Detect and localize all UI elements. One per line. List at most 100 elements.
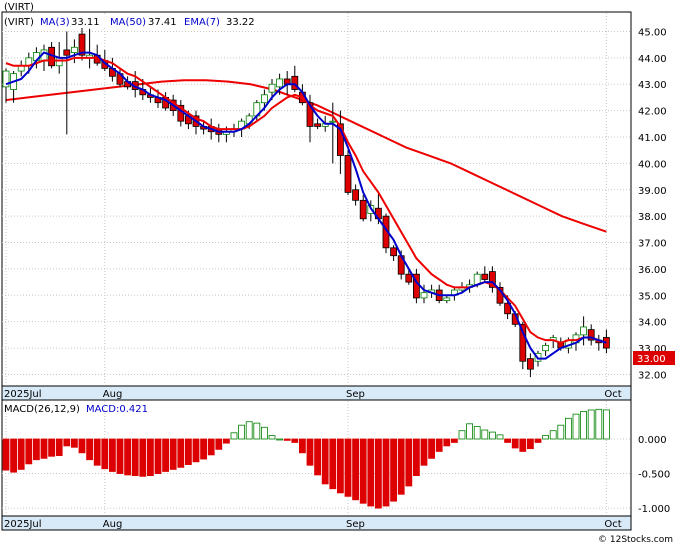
macd-bar xyxy=(336,438,344,494)
macd-bar xyxy=(48,438,55,457)
candle-body xyxy=(344,155,352,193)
macd-bar xyxy=(595,408,603,440)
macd-bar xyxy=(177,438,185,468)
macd-bar xyxy=(298,438,306,454)
macd-marks xyxy=(2,408,610,509)
candle-body xyxy=(78,33,86,56)
macd-bar xyxy=(435,438,443,452)
macd-bar xyxy=(40,438,48,459)
candle-body xyxy=(481,273,489,280)
macd-bar xyxy=(184,438,192,465)
macd-bar xyxy=(10,438,18,473)
price-date-band xyxy=(1,385,632,401)
legend-ticker: (VIRT) xyxy=(4,17,34,28)
candle-body xyxy=(390,247,398,257)
macd-bar xyxy=(200,438,208,460)
candle-body xyxy=(2,70,10,88)
candle-body xyxy=(420,292,428,299)
macd-x-axis: 2025Jul Aug Sep Oct xyxy=(4,519,622,530)
macd-bar xyxy=(2,438,10,471)
macd-bar xyxy=(344,438,352,497)
macd-bar xyxy=(382,438,390,507)
candle-body xyxy=(63,49,71,56)
macd-bar xyxy=(207,438,215,456)
price-y-tick-label: 32.00 xyxy=(638,370,667,381)
candle-body xyxy=(314,123,322,127)
macd-bar xyxy=(412,438,420,477)
macd-bar xyxy=(580,410,587,440)
price-y-tick-label: 40.00 xyxy=(638,159,667,170)
macd-bar xyxy=(321,438,329,485)
macd-bar xyxy=(527,438,534,450)
macd-bar xyxy=(276,438,284,441)
macd-value-label: MACD:0.421 xyxy=(86,404,148,415)
candle-body xyxy=(519,323,527,362)
macd-y-tick-label: 0.000 xyxy=(638,435,667,446)
macd-bar xyxy=(131,438,139,477)
macd-bar xyxy=(139,438,147,477)
macd-bar xyxy=(420,438,428,466)
macd-bar xyxy=(306,438,314,466)
macd-bar xyxy=(534,438,542,443)
price-y-tick-label: 33.00 xyxy=(638,344,667,355)
candle-body xyxy=(55,57,63,67)
legend-ma3-label: MA(3) xyxy=(40,17,70,28)
legend-ma3-value: 33.11 xyxy=(71,17,100,28)
macd-bar xyxy=(253,422,261,440)
macd-bar xyxy=(397,438,405,495)
macd-bar xyxy=(329,438,337,490)
macd-bar xyxy=(481,429,489,440)
candle-body xyxy=(268,83,276,93)
macd-bar xyxy=(162,438,170,472)
candle-body xyxy=(306,102,314,127)
macd-bar xyxy=(33,438,40,461)
macd-bar xyxy=(245,421,253,440)
macd-bar xyxy=(473,426,481,440)
price-x-tick-label: Sep xyxy=(346,389,365,400)
ma3-line xyxy=(5,51,607,360)
macd-bar xyxy=(283,438,291,441)
macd-bar xyxy=(314,438,322,476)
macd-date-band xyxy=(1,515,632,531)
candle-body xyxy=(542,345,549,352)
macd-bar xyxy=(238,424,246,440)
price-y-tick-label: 38.00 xyxy=(638,212,667,223)
macd-bar xyxy=(192,438,200,463)
candle-body xyxy=(291,75,299,90)
legend-ema7-label: EMA(7) xyxy=(184,17,220,28)
price-y-tick-label: 36.00 xyxy=(638,265,667,276)
macd-x-tick-label: Sep xyxy=(346,519,365,530)
macd-bar xyxy=(268,435,276,440)
macd-bar xyxy=(124,438,131,476)
price-y-tick-label: 35.00 xyxy=(638,291,667,302)
macd-bar xyxy=(230,432,238,440)
candle-body xyxy=(443,297,451,301)
legend-bg xyxy=(4,14,254,28)
candle-body xyxy=(71,46,78,53)
macd-bar xyxy=(374,438,382,509)
candle-body xyxy=(504,302,512,315)
price-panel xyxy=(1,11,632,387)
macd-bar xyxy=(63,438,71,447)
macd-bar xyxy=(78,438,86,454)
price-y-tick-label: 37.00 xyxy=(638,239,667,250)
candle-body xyxy=(587,329,595,341)
macd-bar xyxy=(55,438,63,456)
price-y-tick-label: 44.00 xyxy=(638,54,667,65)
macd-bar xyxy=(496,434,504,440)
candle-body xyxy=(527,358,534,370)
macd-x-tick-label: Oct xyxy=(604,519,621,530)
price-y-tick-label: 42.00 xyxy=(638,107,667,118)
macd-bar xyxy=(458,430,466,440)
macd-bar xyxy=(116,438,124,474)
price-x-tick-label: 2025Jul xyxy=(4,389,42,400)
last-price-value: 33.00 xyxy=(637,354,666,365)
price-grid xyxy=(2,13,631,385)
candle-body xyxy=(329,120,337,123)
macd-bar xyxy=(428,438,436,459)
macd-bar xyxy=(603,409,610,440)
macd-y-tick-label: -0.500 xyxy=(638,470,670,481)
candle-body xyxy=(359,199,367,220)
macd-x-tick-label: 2025Jul xyxy=(4,519,42,530)
